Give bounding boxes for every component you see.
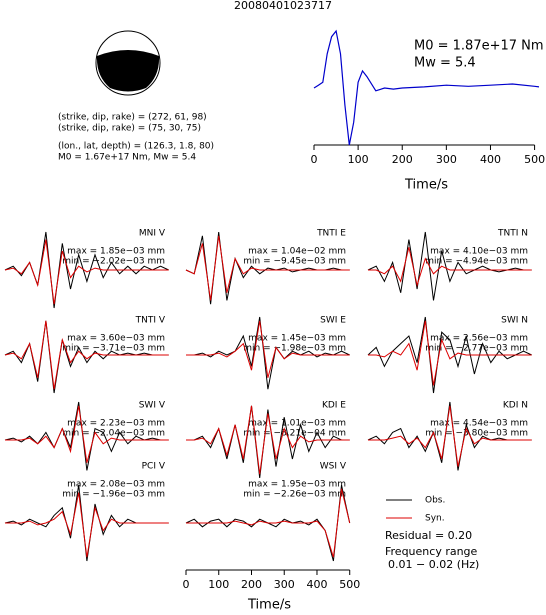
station-label: MNI V xyxy=(139,229,166,239)
syn-trace xyxy=(4,239,169,305)
title: 20080401023717 xyxy=(234,0,332,12)
obs-trace xyxy=(185,231,350,305)
min-label: min = −4.94e−03 mm xyxy=(425,257,528,267)
min-label: min = −2.77e−03 mm xyxy=(425,344,528,354)
station-label: KDI E xyxy=(322,401,346,411)
obs-trace xyxy=(4,320,169,394)
x-axis-label: Time/s xyxy=(247,598,291,613)
min-label: min = −3.80e−03 mm xyxy=(425,429,528,439)
station-label: WSI V xyxy=(320,462,347,472)
x-tick-label: 300 xyxy=(274,578,295,591)
syn-trace xyxy=(185,235,350,301)
x-tick-label: 500 xyxy=(524,153,545,166)
station-label: SWI E xyxy=(320,316,346,326)
station-label: SWI V xyxy=(139,401,166,411)
min-label: min = −1.96e−03 mm xyxy=(62,490,165,500)
obs-trace xyxy=(186,316,350,390)
max-label: max = 1.45e−03 mm xyxy=(248,334,346,344)
max-label: max = 4.54e−03 mm xyxy=(430,419,528,429)
source-time-function xyxy=(313,29,540,146)
mechanism-line: (strike, dip, rake) = (75, 30, 75) xyxy=(58,124,201,134)
max-label: max = 3.60e−03 mm xyxy=(67,334,165,344)
x-tick-label: 400 xyxy=(480,153,501,166)
min-label: min = −2.02e−03 mm xyxy=(62,257,165,267)
annotation: 0.01 − 0.02 (Hz) xyxy=(388,558,479,571)
syn-trace xyxy=(5,492,169,558)
max-label: max = 1.01e−03 mm xyxy=(248,419,346,429)
obs-trace xyxy=(367,316,532,394)
syn-trace xyxy=(368,405,532,467)
syn-trace xyxy=(368,247,532,288)
x-tick-label: 400 xyxy=(306,578,327,591)
max-label: max = 2.08e−03 mm xyxy=(67,480,165,490)
x-tick-label: 200 xyxy=(392,153,413,166)
syn-trace xyxy=(368,320,532,386)
beachball xyxy=(95,30,161,96)
x-tick-label: 500 xyxy=(339,578,360,591)
x-tick-label: 100 xyxy=(348,153,369,166)
syn-trace xyxy=(186,320,350,378)
station-label: SWI N xyxy=(501,316,528,326)
annotation: Residual = 0.20 xyxy=(385,529,472,542)
annotation: Frequency range xyxy=(385,545,478,558)
annotation: M0 = 1.87e+17 Nm xyxy=(414,39,544,54)
min-label: min = −8.21e−04 mm xyxy=(243,429,346,439)
obs-trace xyxy=(186,405,350,479)
syn-trace xyxy=(5,405,169,463)
min-label: min = −1.98e−03 mm xyxy=(243,344,346,354)
x-tick-label: 0 xyxy=(311,153,318,166)
legend-label: Obs. xyxy=(425,496,445,506)
x-axis-label: Time/s xyxy=(404,178,448,193)
syn-trace xyxy=(4,320,169,390)
min-label: min = −3.71e−03 mm xyxy=(62,344,165,354)
max-label: max = 4.10e−03 mm xyxy=(430,247,528,257)
station-label: TNTI E xyxy=(316,229,346,239)
mechanism-line: M0 = 1.67e+17 Nm, Mw = 5.4 xyxy=(58,153,196,163)
station-label: KDI N xyxy=(503,401,528,411)
mechanism-line: (lon., lat, depth) = (126.3, 1.8, 80) xyxy=(58,142,214,152)
annotation: Mw = 5.4 xyxy=(414,56,476,71)
max-label: max = 2.23e−03 mm xyxy=(67,419,165,429)
obs-trace xyxy=(367,231,532,301)
max-label: max = 1.95e−03 mm xyxy=(248,480,346,490)
min-label: min = −9.45e−03 mm xyxy=(243,257,346,267)
mechanism-line: (strike, dip, rake) = (272, 61, 98) xyxy=(58,113,207,123)
max-label: max = 1.85e−03 mm xyxy=(67,247,165,257)
legend-label: Syn. xyxy=(425,514,445,524)
max-label: max = 2.56e−03 mm xyxy=(430,334,528,344)
obs-trace xyxy=(367,401,532,471)
x-tick-label: 0 xyxy=(183,578,190,591)
x-tick-label: 200 xyxy=(241,578,262,591)
syn-trace xyxy=(186,405,350,475)
station-label: TNTI N xyxy=(497,229,528,239)
min-label: min = −2.04e−03 mm xyxy=(62,429,165,439)
x-tick-label: 100 xyxy=(208,578,229,591)
x-tick-label: 300 xyxy=(436,153,457,166)
max-label: max = 1.04e−02 mm xyxy=(248,247,346,257)
syn-trace xyxy=(186,488,351,558)
obs-trace xyxy=(4,401,169,471)
station-label: TNTI V xyxy=(135,316,166,326)
station-label: PCI V xyxy=(142,462,166,472)
min-label: min = −2.26e−03 mm xyxy=(243,490,346,500)
